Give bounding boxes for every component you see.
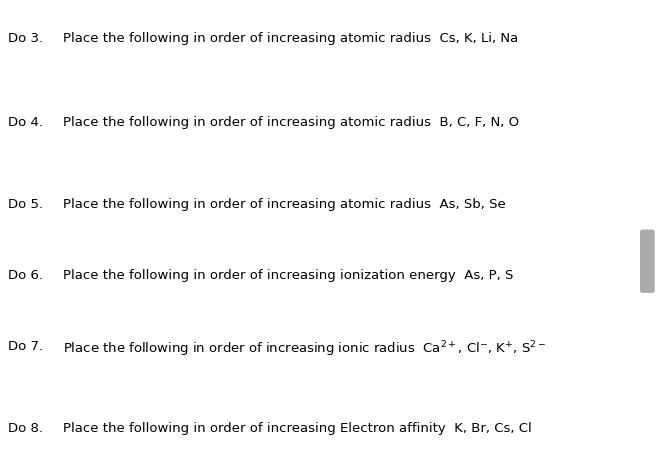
Text: Do 4.: Do 4. [8, 116, 43, 129]
Text: Do 6.: Do 6. [8, 268, 43, 282]
Text: Place the following in order of increasing atomic radius  B, C, F, N, O: Place the following in order of increasi… [63, 116, 519, 129]
Text: Place the following in order of increasing atomic radius  As, Sb, Se: Place the following in order of increasi… [63, 198, 506, 211]
Text: Do 3.: Do 3. [8, 32, 43, 45]
Text: Place the following in order of increasing ionization energy  As, P, S: Place the following in order of increasi… [63, 268, 513, 282]
Text: Do 7.: Do 7. [8, 339, 43, 352]
Text: Place the following in order of increasing Electron affinity  K, Br, Cs, Cl: Place the following in order of increasi… [63, 421, 532, 434]
FancyBboxPatch shape [641, 231, 654, 293]
Text: Place the following in order of increasing atomic radius  Cs, K, Li, Na: Place the following in order of increasi… [63, 32, 519, 45]
Text: Do 8.: Do 8. [8, 421, 43, 434]
Text: Place the following in order of increasing ionic radius  Ca$^{2+}$, Cl$^{-}$, K$: Place the following in order of increasi… [63, 339, 546, 359]
Text: Do 5.: Do 5. [8, 198, 43, 211]
